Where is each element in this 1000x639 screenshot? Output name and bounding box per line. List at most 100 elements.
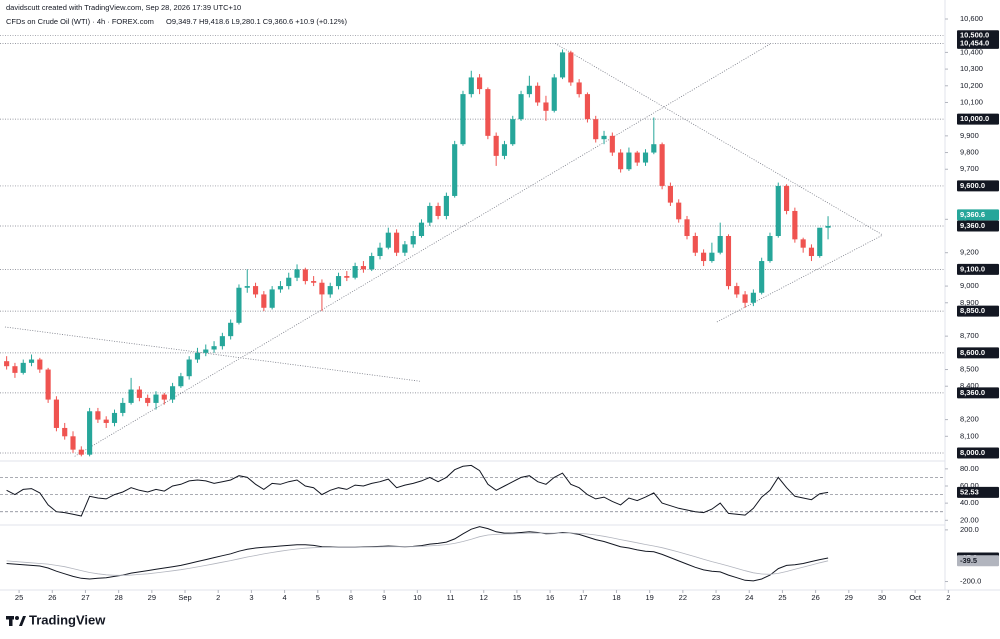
candle-body [800, 239, 806, 248]
candle-body [601, 135, 607, 140]
candle-body [128, 389, 134, 403]
candle-body [277, 286, 284, 290]
trend-line [554, 43, 884, 236]
level-label-bg [957, 220, 999, 232]
candle-body [294, 269, 300, 278]
x-tick-label: 19 [645, 593, 653, 602]
y-tick-label: 8,700 [960, 331, 979, 340]
candle-body [228, 322, 234, 337]
level-label-bg [957, 263, 999, 275]
candle-body [20, 362, 26, 373]
candle-body [360, 266, 366, 270]
y-tick-label: 9,200 [960, 248, 979, 257]
candle-body [452, 144, 458, 196]
x-tick-label: 23 [712, 593, 720, 602]
x-tick-label: 28 [114, 593, 122, 602]
x-tick-label: 29 [845, 593, 853, 602]
y-tick-label: 8,200 [960, 415, 979, 424]
candle-body [161, 394, 167, 400]
candle-body [576, 82, 582, 95]
level-label-bg [957, 113, 999, 125]
level-label-bg [957, 347, 999, 359]
candle-body [609, 135, 615, 153]
x-tick-label: 15 [513, 593, 521, 602]
level-label: 10,454.0 [960, 38, 989, 47]
candle-body [28, 359, 35, 363]
x-tick-label: 9 [382, 593, 386, 602]
candle-body [477, 77, 483, 90]
x-tick-label: 4 [283, 593, 287, 602]
candle-body [62, 427, 68, 437]
candle-body [170, 386, 176, 400]
candle-body [377, 247, 383, 257]
candle-body [70, 436, 76, 450]
x-tick-label: 12 [480, 593, 488, 602]
candle-body [783, 185, 790, 211]
candle-body [394, 232, 400, 253]
logo-text: TradingView [29, 612, 106, 627]
candle-body [327, 286, 333, 295]
candle-body [543, 102, 549, 111]
last-price-label-bg [957, 209, 999, 221]
candle-body [568, 52, 574, 83]
level-label-bg [957, 37, 999, 49]
candle-body [501, 144, 508, 156]
x-tick-label: 27 [81, 593, 89, 602]
candle-body [759, 261, 765, 293]
x-tick-label: 8 [349, 593, 353, 602]
candle-body [410, 236, 416, 245]
candle-body [593, 119, 599, 140]
candle-body [742, 294, 748, 303]
candle-body [261, 294, 267, 308]
level-label-bg [957, 305, 999, 317]
candle-body [335, 276, 342, 287]
candle-body [825, 225, 831, 228]
candle-body [493, 135, 499, 156]
y-tick-label: 9,700 [960, 164, 979, 173]
candle-body [717, 236, 723, 253]
candle-body [651, 144, 657, 153]
level-label-bg [957, 387, 999, 399]
candle-body [750, 292, 756, 303]
candle-body [526, 85, 532, 95]
y-tick-label: 8,400 [960, 381, 979, 390]
candle-body [709, 252, 715, 262]
level-label: 8,360.0 [960, 388, 985, 397]
candle-body [78, 449, 84, 455]
x-tick-label: 24 [745, 593, 753, 602]
candle-body [734, 286, 740, 295]
candle-body [485, 89, 491, 136]
author-line: davidscutt created with TradingView.com,… [6, 3, 241, 12]
indicator-line [6, 526, 829, 582]
candle-body [244, 286, 250, 288]
candle-body [634, 152, 640, 163]
candle-body [618, 152, 624, 170]
level-label: 9,100.0 [960, 264, 985, 273]
candle-body [684, 219, 690, 237]
x-tick-label: 17 [579, 593, 587, 602]
candle-body [153, 394, 159, 403]
candle-body [211, 346, 217, 350]
x-tick-label: Sep [178, 593, 191, 602]
x-tick-label: 11 [447, 593, 455, 602]
x-tick-label: 2 [946, 593, 950, 602]
candle-body [103, 419, 109, 423]
candle-body [725, 236, 732, 287]
candle-body [87, 411, 93, 455]
candle-body [12, 366, 18, 373]
x-tick-label: 3 [249, 593, 253, 602]
indicator-line [6, 532, 829, 576]
candle-body [236, 287, 242, 323]
candle-body [385, 232, 391, 248]
candle-body [95, 411, 101, 420]
indicator-line [6, 464, 829, 517]
y-tick-label: 8,900 [960, 298, 979, 307]
candle-body [692, 236, 698, 253]
candle-body [535, 85, 541, 103]
candle-body [808, 247, 815, 257]
y-tick-label: 200.0 [960, 525, 979, 534]
candle-body [53, 399, 59, 428]
y-tick-label: 20.00 [960, 515, 979, 524]
level-label: 8,600.0 [960, 348, 985, 357]
